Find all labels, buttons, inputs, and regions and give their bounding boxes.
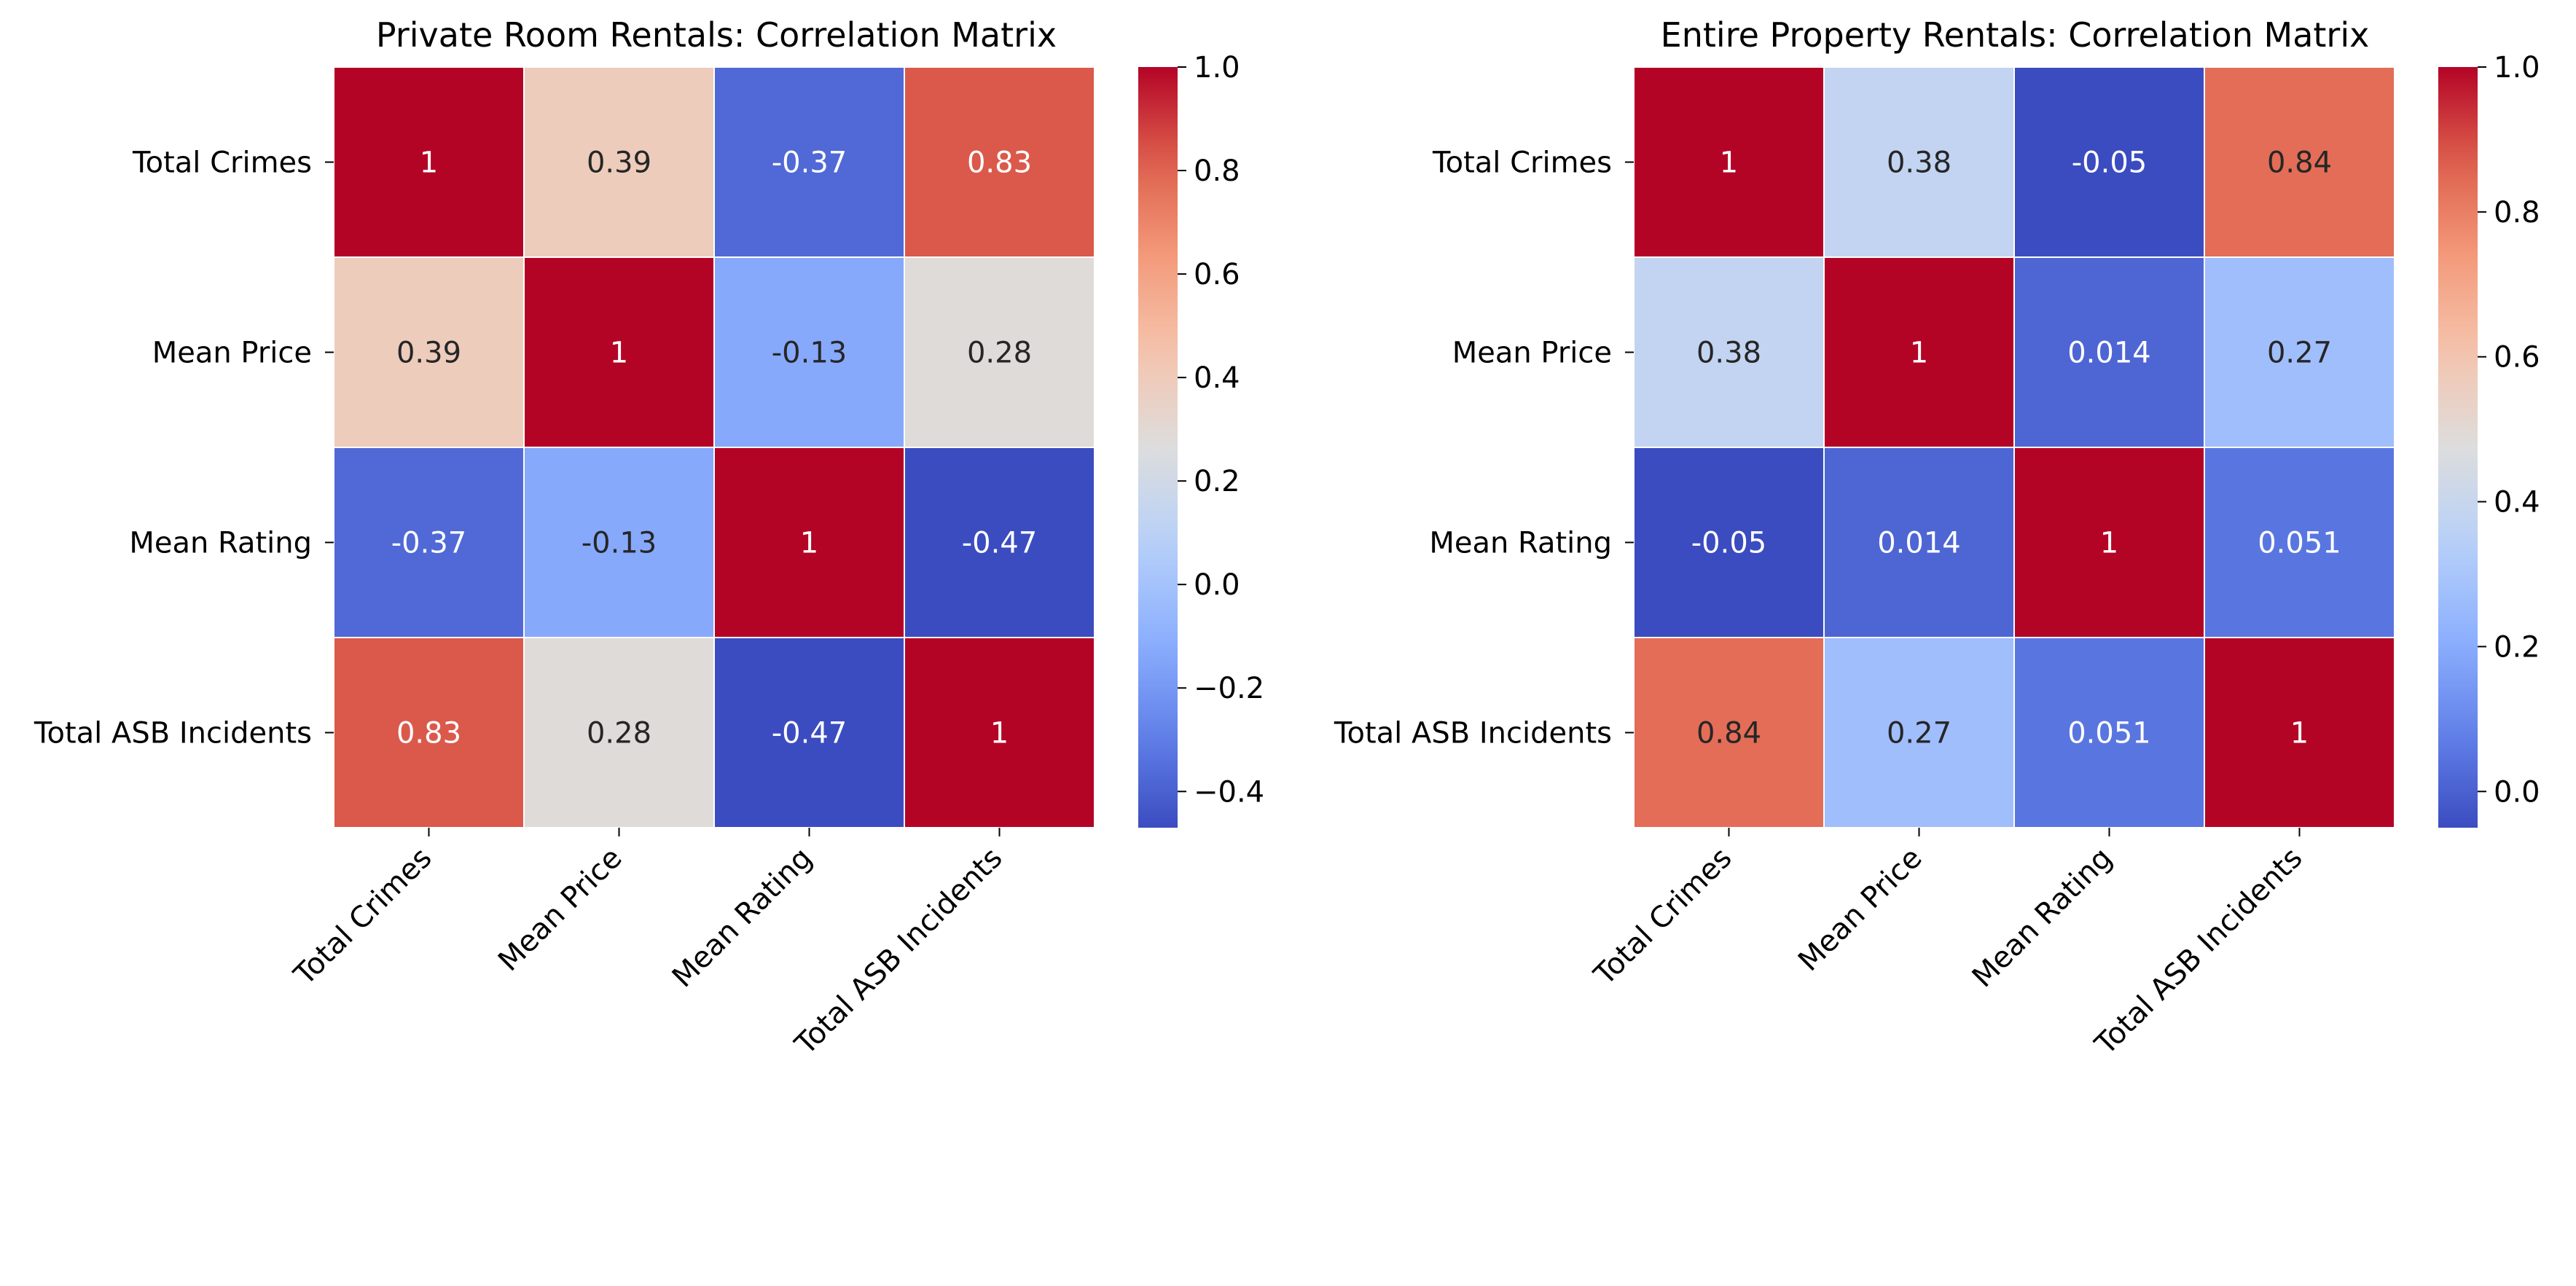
heatmap-cell bbox=[2204, 256, 2395, 448]
cell-value-label: -0.13 bbox=[582, 527, 657, 560]
colorbar-tick-label: 0.4 bbox=[2494, 486, 2540, 520]
colorbar-tick-label: 0.8 bbox=[2494, 196, 2540, 230]
cell-value-label: 0.39 bbox=[587, 146, 651, 180]
cell-value-label: 0.39 bbox=[396, 337, 461, 370]
heatmap-cell bbox=[904, 66, 1095, 258]
cell-value-label: 1 bbox=[2100, 527, 2118, 560]
cell-value-label: 0.051 bbox=[2258, 527, 2341, 560]
cell-value-label: 0.83 bbox=[967, 146, 1032, 180]
colorbar bbox=[1138, 67, 1178, 828]
x-tick-label: Total ASB Incidents bbox=[2088, 842, 2309, 1062]
heatmap-cell bbox=[1823, 66, 2015, 258]
cell-value-label: 1 bbox=[2290, 717, 2309, 750]
cell-value-label: 1 bbox=[1720, 146, 1738, 180]
heatmap-cell bbox=[713, 66, 905, 258]
chart-title: Entire Property Rentals: Correlation Mat… bbox=[1661, 15, 2370, 55]
colorbar-tick-label: 1.0 bbox=[2494, 51, 2540, 85]
cell-value-label: -0.47 bbox=[962, 527, 1038, 560]
colorbar-tick-label: −0.2 bbox=[1194, 672, 1264, 705]
cell-value-label: -0.47 bbox=[772, 717, 847, 750]
colorbar-tick-label: 0.0 bbox=[2494, 775, 2540, 809]
cell-value-label: 0.84 bbox=[1696, 717, 1761, 750]
y-tick-label: Total Crimes bbox=[132, 146, 312, 180]
x-tick-label: Mean Rating bbox=[666, 842, 819, 995]
y-tick-label: Mean Price bbox=[152, 337, 312, 370]
cell-value-label: 1 bbox=[800, 527, 818, 560]
x-tick-label: Mean Price bbox=[492, 842, 629, 979]
x-tick-label: Total Crimes bbox=[1587, 842, 1738, 992]
y-tick-label: Total Crimes bbox=[1432, 146, 1612, 180]
cell-value-label: -0.05 bbox=[1691, 527, 1767, 560]
y-tick-label: Mean Rating bbox=[129, 527, 312, 560]
heatmap-cell bbox=[2013, 637, 2205, 828]
heatmap-cell bbox=[904, 256, 1095, 448]
cell-value-label: 1 bbox=[990, 717, 1009, 750]
heatmap-panel-2: Entire Property Rentals: Correlation Mat… bbox=[1334, 15, 2540, 1062]
heatmap-cell bbox=[333, 256, 525, 448]
y-tick-label: Mean Rating bbox=[1429, 527, 1612, 560]
y-tick-label: Mean Price bbox=[1452, 337, 1612, 370]
heatmap-cell bbox=[1823, 637, 2015, 828]
cell-value-label: 0.27 bbox=[2267, 337, 2332, 370]
heatmap-cell bbox=[2204, 447, 2395, 638]
y-tick-label: Total ASB Incidents bbox=[34, 717, 312, 750]
heatmap-cell bbox=[523, 66, 715, 258]
colorbar-tick-label: 0.2 bbox=[2494, 630, 2540, 664]
heatmap-cell bbox=[2204, 66, 2395, 258]
cell-value-label: 0.28 bbox=[587, 717, 651, 750]
cell-value-label: -0.05 bbox=[2072, 146, 2148, 180]
heatmap-cell bbox=[523, 637, 715, 828]
cell-value-label: 0.38 bbox=[1696, 337, 1761, 370]
cell-value-label: 0.38 bbox=[1887, 146, 1951, 180]
heatmap-cell bbox=[2013, 256, 2205, 448]
colorbar-tick-label: 1.0 bbox=[1194, 51, 1240, 85]
chart-title: Private Room Rentals: Correlation Matrix bbox=[376, 15, 1057, 55]
colorbar-tick-label: 0.2 bbox=[1194, 465, 1240, 498]
colorbar-tick-label: 0.6 bbox=[1194, 258, 1240, 291]
cell-value-label: 0.28 bbox=[967, 337, 1032, 370]
cell-value-label: 0.27 bbox=[1887, 717, 1951, 750]
x-tick-label: Mean Rating bbox=[1966, 842, 2119, 995]
colorbar-tick-label: 0.4 bbox=[1194, 361, 1240, 395]
heatmap-cell bbox=[2013, 66, 2205, 258]
heatmap-cell bbox=[333, 66, 525, 258]
cell-value-label: 0.014 bbox=[1877, 527, 1961, 560]
heatmap-cell bbox=[904, 447, 1095, 638]
heatmap-cell bbox=[2204, 637, 2395, 828]
colorbar-tick-label: −0.4 bbox=[1194, 775, 1264, 809]
cell-value-label: 1 bbox=[1910, 337, 1928, 370]
heatmap-cell bbox=[523, 256, 715, 448]
heatmap-panel-1: Private Room Rentals: Correlation Matrix… bbox=[34, 15, 1264, 1062]
y-tick-label: Total ASB Incidents bbox=[1334, 717, 1612, 750]
cell-value-label: 0.014 bbox=[2067, 337, 2151, 370]
x-tick-label: Total Crimes bbox=[287, 842, 438, 992]
colorbar bbox=[2438, 67, 2478, 828]
cell-value-label: -0.13 bbox=[772, 337, 847, 370]
colorbar-tick-label: 0.6 bbox=[2494, 341, 2540, 375]
cell-value-label: 0.051 bbox=[2067, 717, 2151, 750]
heatmap-cell bbox=[333, 637, 525, 828]
heatmap-cell bbox=[523, 447, 715, 638]
colorbar-tick-label: 0.8 bbox=[1194, 154, 1240, 188]
x-tick-label: Mean Price bbox=[1792, 842, 1929, 979]
x-tick-label: Total ASB Incidents bbox=[788, 842, 1009, 1062]
cell-value-label: 0.83 bbox=[396, 717, 461, 750]
heatmap-cell bbox=[1823, 256, 2015, 448]
heatmap-cell bbox=[1633, 256, 1825, 448]
cell-value-label: 1 bbox=[610, 337, 628, 370]
heatmap-cell bbox=[904, 637, 1095, 828]
colorbar-tick-label: 0.0 bbox=[1194, 568, 1240, 602]
heatmap-cell bbox=[1633, 66, 1825, 258]
cell-value-label: 1 bbox=[420, 146, 438, 180]
cell-value-label: 0.84 bbox=[2267, 146, 2332, 180]
cell-value-label: -0.37 bbox=[772, 146, 847, 180]
heatmap-cell bbox=[713, 637, 905, 828]
heatmap-cell bbox=[2013, 447, 2205, 638]
heatmap-cell bbox=[1823, 447, 2015, 638]
cell-value-label: -0.37 bbox=[391, 527, 467, 560]
